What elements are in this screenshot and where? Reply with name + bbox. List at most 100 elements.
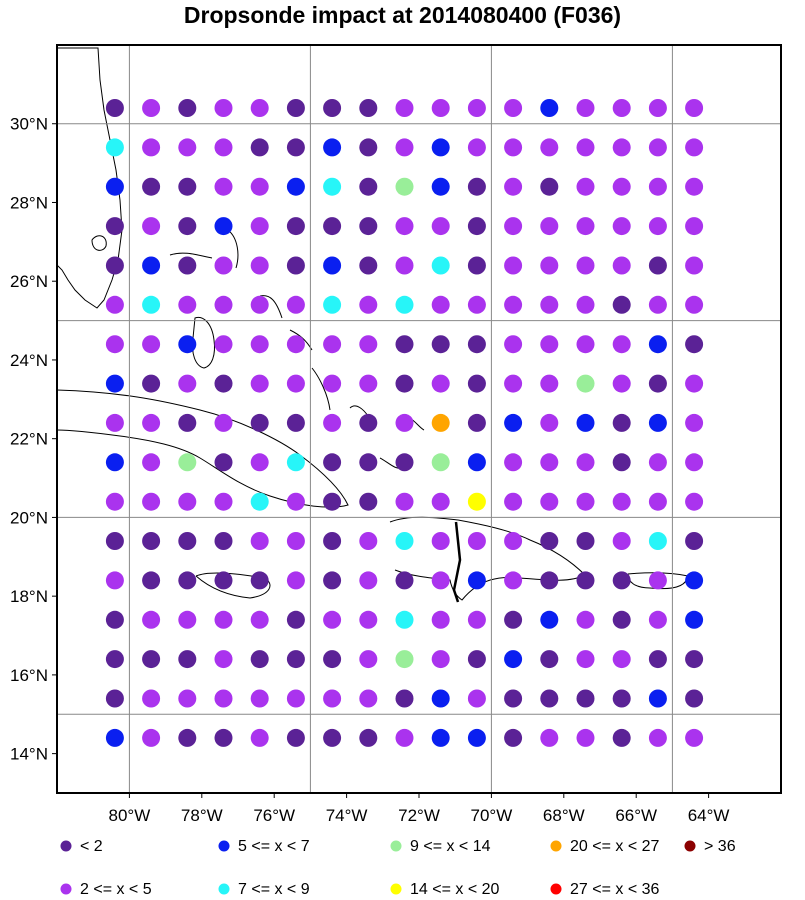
impact-dot — [286, 571, 305, 590]
legend: < 2 2 <= x < 5 5 <= x < 7 7 <= x < 9 9 <= x … — [60, 838, 736, 898]
impact-dot — [105, 413, 124, 432]
impact-dot — [323, 295, 342, 314]
impact-dot — [648, 138, 667, 157]
impact-dot — [576, 610, 595, 629]
impact-dot — [359, 99, 378, 117]
impact-dot — [323, 217, 342, 236]
impact-dot — [685, 256, 704, 275]
impact-dot — [359, 610, 378, 629]
impact-dot — [395, 532, 414, 550]
impact-dot — [685, 571, 704, 590]
impact-dot — [504, 650, 523, 669]
impact-dot — [286, 335, 305, 354]
impact-dot — [142, 413, 161, 432]
impact-dot — [612, 256, 631, 275]
impact-dot — [395, 413, 414, 432]
impact-dot — [540, 650, 559, 669]
lon-tick-label: 80°W — [109, 806, 151, 825]
impact-dot — [178, 374, 197, 393]
legend-item: 2 <= x < 5 — [60, 881, 152, 898]
impact-dot — [359, 374, 378, 393]
impact-dot — [250, 99, 269, 117]
impact-dot — [105, 610, 124, 629]
impact-dot — [359, 728, 378, 747]
impact-dot — [323, 138, 342, 157]
impact-dot — [685, 728, 704, 747]
impact-dot — [214, 532, 233, 550]
impact-dot — [540, 177, 559, 196]
impact-dot — [504, 571, 523, 590]
legend-item: 7 <= x < 9 — [218, 881, 310, 898]
impact-dot — [648, 335, 667, 354]
impact-dot — [323, 374, 342, 393]
impact-dot — [431, 138, 450, 157]
impact-dot — [178, 138, 197, 157]
impact-dot — [395, 295, 414, 314]
impact-dot — [540, 99, 559, 117]
impact-dot — [576, 689, 595, 708]
impact-dot — [142, 689, 161, 708]
impact-dot — [359, 650, 378, 669]
impact-dot — [467, 256, 486, 275]
impact-dot — [395, 99, 414, 117]
impact-dot — [576, 335, 595, 354]
impact-dot — [504, 138, 523, 157]
impact-dot — [504, 177, 523, 196]
impact-dot — [467, 610, 486, 629]
legend-label: 2 <= x < 5 — [80, 881, 152, 898]
impact-dot — [250, 728, 269, 747]
legend-label: 27 <= x < 36 — [570, 881, 660, 898]
impact-dot — [504, 99, 523, 117]
lat-tick-label: 20°N — [10, 508, 48, 527]
impact-dot — [178, 610, 197, 629]
lat-tick-label: 26°N — [10, 272, 48, 291]
impact-dot — [504, 492, 523, 511]
impact-dot — [540, 453, 559, 472]
impact-dot — [359, 453, 378, 472]
impact-dot — [395, 138, 414, 157]
impact-dot — [178, 689, 197, 708]
impact-dot — [576, 413, 595, 432]
impact-dot — [250, 177, 269, 196]
impact-dot — [685, 650, 704, 669]
legend-item: > 36 — [684, 838, 736, 855]
impact-dot — [250, 532, 269, 550]
impact-dot — [359, 138, 378, 157]
impact-dot — [105, 728, 124, 747]
impact-dot — [685, 217, 704, 236]
impact-dot — [286, 650, 305, 669]
impact-dot — [250, 689, 269, 708]
impact-dot — [395, 453, 414, 472]
impact-dot — [142, 335, 161, 354]
impact-dot — [359, 217, 378, 236]
impact-dot — [395, 177, 414, 196]
impact-dot — [395, 571, 414, 590]
impact-dot — [214, 413, 233, 432]
impact-dot — [612, 532, 631, 550]
impact-dot — [178, 728, 197, 747]
impact-dot — [323, 532, 342, 550]
impact-dot — [576, 256, 595, 275]
impact-dot — [395, 728, 414, 747]
coastlines — [57, 47, 689, 603]
impact-dot — [685, 295, 704, 314]
impact-dot — [612, 295, 631, 314]
impact-dot — [540, 256, 559, 275]
legend-swatch — [684, 840, 696, 852]
impact-dot — [395, 374, 414, 393]
impact-dot — [504, 453, 523, 472]
impact-dot — [142, 453, 161, 472]
impact-dot — [359, 295, 378, 314]
impact-dot — [648, 571, 667, 590]
impact-dot — [612, 177, 631, 196]
impact-dot — [540, 413, 559, 432]
impact-dot — [467, 492, 486, 511]
lon-tick-label: 64°W — [688, 806, 730, 825]
lon-tick-label: 78°W — [181, 806, 223, 825]
impact-dot — [504, 217, 523, 236]
impact-dot — [105, 453, 124, 472]
impact-dot — [359, 532, 378, 550]
impact-dot — [105, 217, 124, 236]
impact-dot — [395, 492, 414, 511]
impact-dot — [685, 99, 704, 117]
